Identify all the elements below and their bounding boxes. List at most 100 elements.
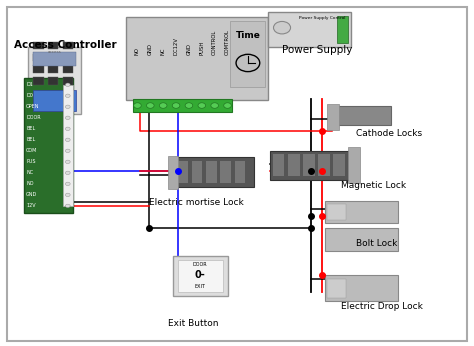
Circle shape [65,193,70,197]
Bar [178,260,223,292]
Circle shape [224,103,231,108]
Bar [206,161,217,183]
Circle shape [65,204,70,208]
Bar [327,204,346,220]
Text: 12V: 12V [26,203,36,208]
Text: NO: NO [26,181,34,186]
Text: OPEN: OPEN [26,104,39,109]
Text: Electric Drop Lock: Electric Drop Lock [341,302,423,311]
Text: NO: NO [135,47,140,55]
Bar [133,99,232,112]
Bar [173,256,228,296]
Bar [48,54,58,61]
Text: CONTROL: CONTROL [212,29,217,55]
Bar [318,154,330,176]
Text: BEL: BEL [26,137,36,142]
Bar [337,16,348,43]
Bar [270,151,353,180]
Text: COMTROL: COMTROL [225,29,230,55]
Text: GND: GND [186,43,191,55]
Text: access: access [47,50,62,54]
Bar [333,154,345,176]
Text: Exit Button: Exit Button [168,319,219,328]
Bar [33,42,44,49]
Circle shape [146,103,154,108]
Bar [303,154,315,176]
Circle shape [273,21,291,34]
Bar [48,65,58,73]
Bar [325,201,398,223]
Bar [33,65,44,73]
Bar [63,54,73,61]
Text: NC: NC [26,170,33,175]
Text: Power Supply: Power Supply [282,45,352,55]
Bar [33,54,44,61]
Bar [24,78,73,213]
Text: Access Controller: Access Controller [14,40,117,50]
Bar [325,275,398,301]
Circle shape [65,83,70,86]
Text: EXIT: EXIT [195,284,206,289]
Bar [332,106,391,125]
Bar [63,85,73,206]
Bar [48,77,58,85]
Bar [63,42,73,49]
Text: DOOR: DOOR [193,262,208,267]
Circle shape [65,94,70,98]
Text: Electric mortise Lock: Electric mortise Lock [149,198,244,207]
Text: PUSH: PUSH [199,40,204,55]
Text: COM: COM [26,148,37,153]
Text: PUS: PUS [26,160,36,164]
Bar [268,12,351,47]
Circle shape [172,103,180,108]
Circle shape [65,127,70,130]
Bar [48,42,58,49]
Text: Cathode Locks: Cathode Locks [356,129,422,138]
Bar [288,154,300,176]
Bar [273,154,284,176]
Bar [168,156,178,189]
Circle shape [198,103,206,108]
Bar [327,104,339,130]
Text: GND: GND [148,43,153,55]
Bar [230,21,265,86]
Circle shape [134,103,141,108]
Circle shape [65,105,70,109]
Circle shape [65,182,70,185]
Bar [33,90,76,111]
Circle shape [159,103,167,108]
Bar [33,77,44,85]
Circle shape [65,138,70,142]
Text: Bolt Lock: Bolt Lock [356,239,397,248]
Circle shape [65,171,70,175]
Text: NC: NC [161,47,166,55]
Bar [348,147,360,183]
Text: D0: D0 [26,93,33,98]
Circle shape [65,160,70,164]
Text: 0-: 0- [195,270,206,280]
Circle shape [65,116,70,119]
Bar [33,52,76,66]
Circle shape [211,103,219,108]
Bar [220,161,231,183]
Bar [178,161,188,183]
Bar [175,157,254,187]
Circle shape [185,103,193,108]
Text: BEL: BEL [26,126,36,131]
Text: DC12V: DC12V [173,37,179,55]
Bar [192,161,202,183]
Bar [327,279,346,298]
Bar [28,47,81,114]
Bar [235,161,245,183]
Bar [126,17,268,100]
Text: DOOR: DOOR [26,115,41,120]
Bar [63,65,73,73]
Text: Magnetic Lock: Magnetic Lock [341,181,406,190]
Text: Power Supply Control: Power Supply Control [299,16,345,20]
Text: Time: Time [236,31,260,40]
Bar [63,77,73,85]
Text: D1: D1 [26,82,33,87]
Text: GND: GND [26,192,37,197]
Bar [325,228,398,251]
Circle shape [65,149,70,153]
